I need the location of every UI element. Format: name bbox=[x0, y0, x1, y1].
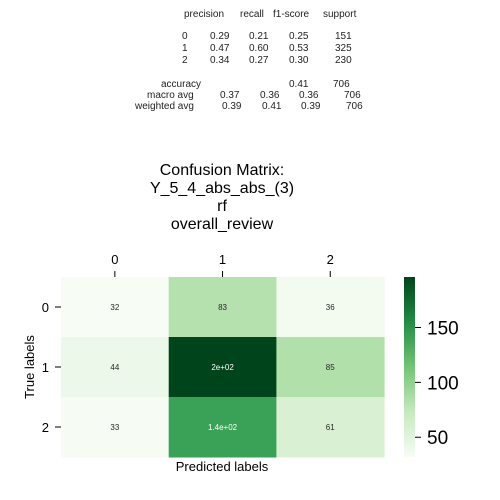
heatmap-cell bbox=[168, 277, 277, 338]
report-cell: 0.41 bbox=[262, 101, 282, 112]
cell-value-label: 33 bbox=[110, 423, 119, 432]
report-header-recall: recall bbox=[240, 9, 264, 20]
report-cell: 706 bbox=[344, 90, 361, 101]
report-row-label: 2 bbox=[182, 55, 188, 66]
report-cell: 0.29 bbox=[210, 31, 230, 42]
colorbar bbox=[404, 277, 415, 457]
cell-value-label: 2e+02 bbox=[211, 363, 234, 372]
cell-value-label: 1.4e+02 bbox=[208, 423, 238, 432]
report-cell: 0.39 bbox=[222, 101, 242, 112]
report-cell: 0.25 bbox=[289, 31, 309, 42]
report-cell: 0.37 bbox=[220, 90, 240, 101]
report-cell: 0.36 bbox=[299, 90, 319, 101]
x-tick-label: 2 bbox=[327, 252, 334, 267]
heatmap-cell bbox=[168, 337, 277, 398]
report-macro-label: macro avg bbox=[147, 90, 194, 101]
report-header-f1: f1-score bbox=[273, 9, 310, 20]
cell-value-label: 83 bbox=[218, 303, 227, 312]
heatmap-cell bbox=[276, 337, 385, 398]
heatmap-cell bbox=[168, 397, 277, 458]
report-cell: 0.60 bbox=[249, 43, 269, 54]
report-cell: 151 bbox=[335, 31, 352, 42]
report-cell: 0.39 bbox=[301, 101, 321, 112]
report-weighted-label: weighted avg bbox=[135, 101, 194, 112]
chart-title-line: Confusion Matrix: bbox=[159, 162, 285, 179]
report-cell: 0.47 bbox=[210, 43, 230, 54]
y-axis-label: True labels bbox=[22, 335, 37, 399]
report-row-label: 1 bbox=[182, 43, 188, 54]
report-cell: 0.21 bbox=[249, 31, 269, 42]
colorbar-tick-label: 100 bbox=[427, 373, 459, 394]
cell-value-label: 61 bbox=[326, 423, 335, 432]
heatmap-cell bbox=[61, 397, 170, 458]
chart-title-line: overall_review bbox=[170, 216, 274, 233]
report-cell: 706 bbox=[346, 101, 363, 112]
report-cell: 0.34 bbox=[210, 55, 230, 66]
report-cell: 230 bbox=[335, 55, 352, 66]
chart-title-line: Y_5_4_abs_abs_(3) bbox=[149, 180, 295, 197]
report-accuracy-support: 706 bbox=[333, 79, 350, 90]
cell-value-label: 36 bbox=[326, 303, 335, 312]
heatmap-cell bbox=[61, 337, 170, 398]
heatmap-cell bbox=[61, 277, 170, 338]
y-tick-label: 2 bbox=[42, 420, 49, 435]
report-header-support: support bbox=[323, 9, 357, 20]
report-cell: 325 bbox=[335, 43, 352, 54]
cell-value-label: 85 bbox=[326, 363, 335, 372]
x-axis-label: Predicted labels bbox=[176, 459, 269, 474]
y-tick-label: 1 bbox=[42, 360, 49, 375]
chart-title-line: rf bbox=[217, 198, 227, 215]
colorbar-tick-label: 50 bbox=[427, 428, 448, 449]
x-tick-label: 1 bbox=[219, 252, 226, 267]
report-header-precision: precision bbox=[184, 9, 225, 20]
report-row-label: 0 bbox=[182, 31, 188, 42]
report-cell: 0.30 bbox=[289, 55, 309, 66]
report-cell: 0.53 bbox=[289, 43, 309, 54]
report-cell: 0.27 bbox=[249, 55, 269, 66]
colorbar-tick-label: 150 bbox=[427, 318, 459, 339]
report-cell: 0.36 bbox=[260, 90, 280, 101]
y-tick-label: 0 bbox=[42, 300, 49, 315]
heatmap-cell bbox=[276, 277, 385, 338]
x-tick-label: 0 bbox=[111, 252, 118, 267]
heatmap-cell bbox=[276, 397, 385, 458]
report-accuracy-f1: 0.41 bbox=[289, 79, 309, 90]
cell-value-label: 44 bbox=[110, 363, 119, 372]
report-accuracy-label: accuracy bbox=[161, 79, 202, 90]
cell-value-label: 32 bbox=[110, 303, 119, 312]
